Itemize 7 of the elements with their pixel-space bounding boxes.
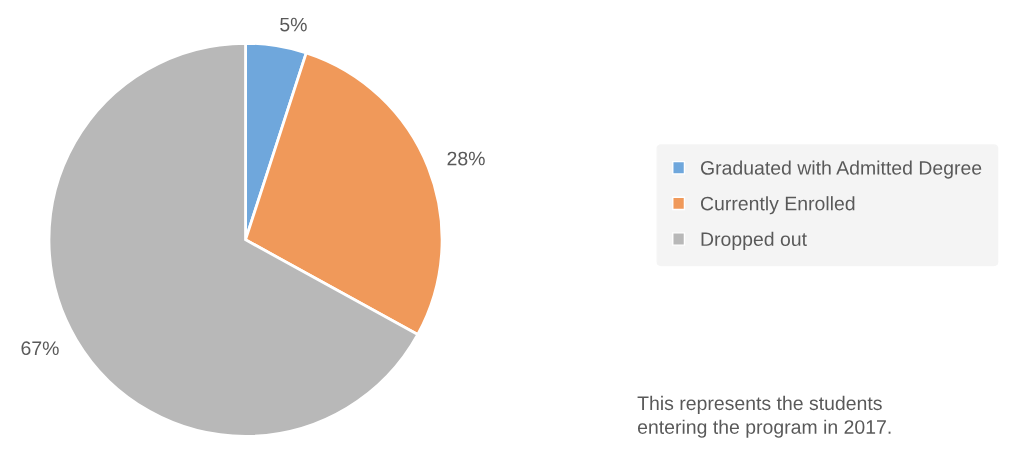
legend-label: Currently Enrolled (700, 196, 855, 215)
data-label: 67% (21, 341, 59, 356)
data-label: 5% (280, 17, 307, 32)
legend-label: Dropped out (701, 231, 807, 250)
data-label: 28% (447, 151, 485, 166)
text: This represents the students entering the program in 2017. (637, 395, 891, 438)
legend-label: Graduated with Admitted Degree (700, 160, 982, 179)
